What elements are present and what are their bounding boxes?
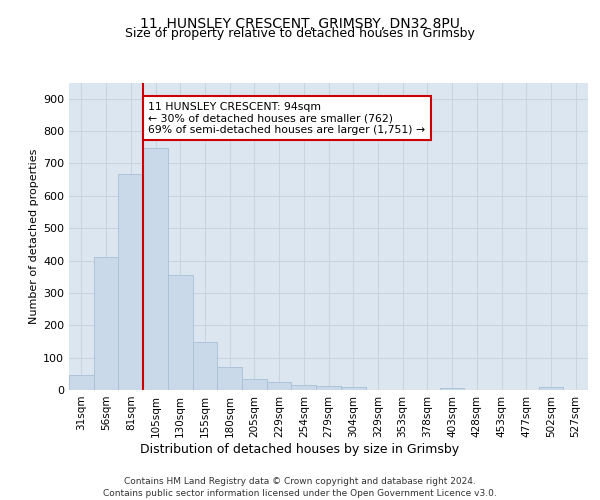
Bar xyxy=(341,388,365,390)
Y-axis label: Number of detached properties: Number of detached properties xyxy=(29,148,39,324)
Bar xyxy=(267,382,292,390)
Bar xyxy=(94,258,118,390)
Bar xyxy=(168,275,193,390)
Bar xyxy=(539,388,563,390)
Text: 11, HUNSLEY CRESCENT, GRIMSBY, DN32 8PU: 11, HUNSLEY CRESCENT, GRIMSBY, DN32 8PU xyxy=(140,18,460,32)
Text: Contains HM Land Registry data © Crown copyright and database right 2024.: Contains HM Land Registry data © Crown c… xyxy=(124,478,476,486)
Bar xyxy=(292,385,316,390)
Text: Size of property relative to detached houses in Grimsby: Size of property relative to detached ho… xyxy=(125,28,475,40)
Bar xyxy=(440,388,464,390)
Bar xyxy=(242,378,267,390)
Bar xyxy=(118,174,143,390)
Text: Distribution of detached houses by size in Grimsby: Distribution of detached houses by size … xyxy=(140,442,460,456)
Bar xyxy=(316,386,341,390)
Bar xyxy=(143,148,168,390)
Bar xyxy=(217,368,242,390)
Text: 11 HUNSLEY CRESCENT: 94sqm
← 30% of detached houses are smaller (762)
69% of sem: 11 HUNSLEY CRESCENT: 94sqm ← 30% of deta… xyxy=(148,102,425,134)
Bar xyxy=(69,376,94,390)
Bar xyxy=(193,342,217,390)
Text: Contains public sector information licensed under the Open Government Licence v3: Contains public sector information licen… xyxy=(103,489,497,498)
